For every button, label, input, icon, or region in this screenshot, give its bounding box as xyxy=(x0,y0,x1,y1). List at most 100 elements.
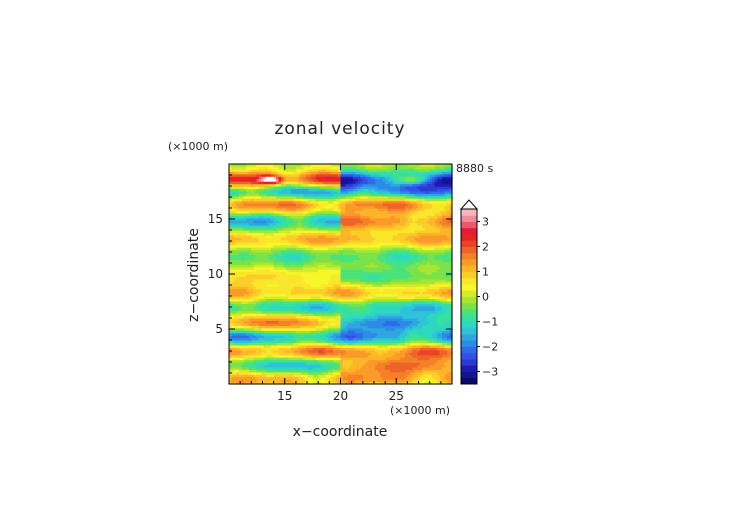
heatmap-cell xyxy=(251,190,255,194)
heatmap-cell xyxy=(261,322,265,326)
heatmap-cell xyxy=(313,252,317,256)
heatmap-cell xyxy=(318,340,322,344)
heatmap-cell xyxy=(273,359,277,363)
heatmap-cell xyxy=(340,310,344,314)
heatmap-cell xyxy=(323,220,327,224)
heatmap-cell xyxy=(305,212,309,216)
heatmap-cell xyxy=(328,166,332,170)
heatmap-cell xyxy=(283,198,287,202)
heatmap-cell xyxy=(347,281,352,285)
heatmap-cell xyxy=(355,200,359,204)
heatmap-cell xyxy=(278,225,282,229)
heatmap-cell xyxy=(357,344,361,348)
heatmap-cell xyxy=(320,208,324,212)
heatmap-cell xyxy=(325,308,329,312)
heatmap-cell xyxy=(268,266,272,270)
heatmap-cell xyxy=(233,247,238,251)
heatmap-cell xyxy=(315,215,319,219)
heatmap-cell xyxy=(243,376,247,380)
heatmap-cell xyxy=(340,369,344,373)
heatmap-cell xyxy=(362,166,366,170)
heatmap-cell xyxy=(266,198,270,202)
heatmap-cell xyxy=(258,327,262,331)
heatmap-cell xyxy=(357,244,361,248)
heatmap-cell xyxy=(303,230,307,234)
heatmap-cell xyxy=(338,308,342,312)
heatmap-cell xyxy=(285,217,290,221)
heatmap-cell xyxy=(305,193,309,197)
heatmap-cell xyxy=(271,337,275,341)
heatmap-cell xyxy=(298,286,302,290)
heatmap-cell xyxy=(281,205,285,209)
heatmap-cell xyxy=(328,217,332,221)
heatmap-cell xyxy=(300,303,304,307)
heatmap-cell xyxy=(345,254,349,258)
heatmap-cell xyxy=(315,310,319,314)
heatmap-cell xyxy=(241,176,245,180)
heatmap-cell xyxy=(357,320,361,324)
heatmap-cell xyxy=(290,337,295,341)
heatmap-cell xyxy=(276,283,280,287)
heatmap-cell xyxy=(273,374,277,378)
heatmap-cell xyxy=(241,220,245,224)
heatmap-cell xyxy=(283,203,287,207)
heatmap-cell xyxy=(355,234,359,238)
heatmap-cell xyxy=(243,254,247,258)
heatmap-cell xyxy=(253,252,257,256)
heatmap-cell xyxy=(318,325,322,329)
heatmap-cell xyxy=(305,276,309,280)
heatmap-cell xyxy=(246,198,250,202)
heatmap-cell xyxy=(338,325,342,329)
heatmap-cell xyxy=(318,366,322,370)
heatmap-cell xyxy=(293,198,297,202)
heatmap-cell xyxy=(281,164,285,168)
heatmap-cell xyxy=(362,256,366,260)
heatmap-cell xyxy=(266,337,270,341)
heatmap-cell xyxy=(313,190,317,194)
heatmap-cell xyxy=(238,315,242,319)
heatmap-cell xyxy=(330,364,334,368)
heatmap-cell xyxy=(278,217,282,221)
heatmap-cell xyxy=(290,310,295,314)
heatmap-cell xyxy=(345,374,349,378)
heatmap-cell xyxy=(243,366,247,370)
heatmap-cell xyxy=(273,230,277,234)
heatmap-cell xyxy=(290,354,295,358)
heatmap-cell xyxy=(271,222,275,226)
heatmap-cell xyxy=(303,198,307,202)
heatmap-cell xyxy=(263,183,267,187)
heatmap-cell xyxy=(243,340,247,344)
heatmap-cell xyxy=(276,239,280,243)
heatmap-cell xyxy=(231,227,235,231)
heatmap-cell xyxy=(251,278,255,282)
heatmap-cell xyxy=(285,374,290,378)
heatmap-cell xyxy=(276,374,280,378)
heatmap-cell xyxy=(318,371,322,375)
heatmap-cell xyxy=(313,320,317,324)
heatmap-cell xyxy=(241,296,245,300)
heatmap-cell xyxy=(365,354,369,358)
heatmap-cell xyxy=(229,181,233,185)
heatmap-cell xyxy=(335,359,339,363)
heatmap-cell xyxy=(342,276,347,280)
heatmap-cell xyxy=(248,357,252,361)
heatmap-cell xyxy=(231,325,235,329)
heatmap-cell xyxy=(271,181,275,185)
heatmap-cell xyxy=(310,283,314,287)
heatmap-cell xyxy=(323,344,327,348)
heatmap-cell xyxy=(305,293,309,297)
heatmap-cell xyxy=(350,276,354,280)
heatmap-cell xyxy=(335,300,339,304)
heatmap-cell xyxy=(238,274,242,278)
heatmap-cell xyxy=(303,335,307,339)
heatmap-cell xyxy=(330,357,334,361)
heatmap-cell xyxy=(258,278,262,282)
heatmap-cell xyxy=(362,281,366,285)
heatmap-cell xyxy=(350,322,354,326)
heatmap-cell xyxy=(342,249,347,253)
heatmap-cell xyxy=(293,300,297,304)
heatmap-cell xyxy=(246,364,250,368)
heatmap-cell xyxy=(338,332,342,336)
heatmap-cell xyxy=(350,186,354,190)
heatmap-cell xyxy=(298,379,302,383)
